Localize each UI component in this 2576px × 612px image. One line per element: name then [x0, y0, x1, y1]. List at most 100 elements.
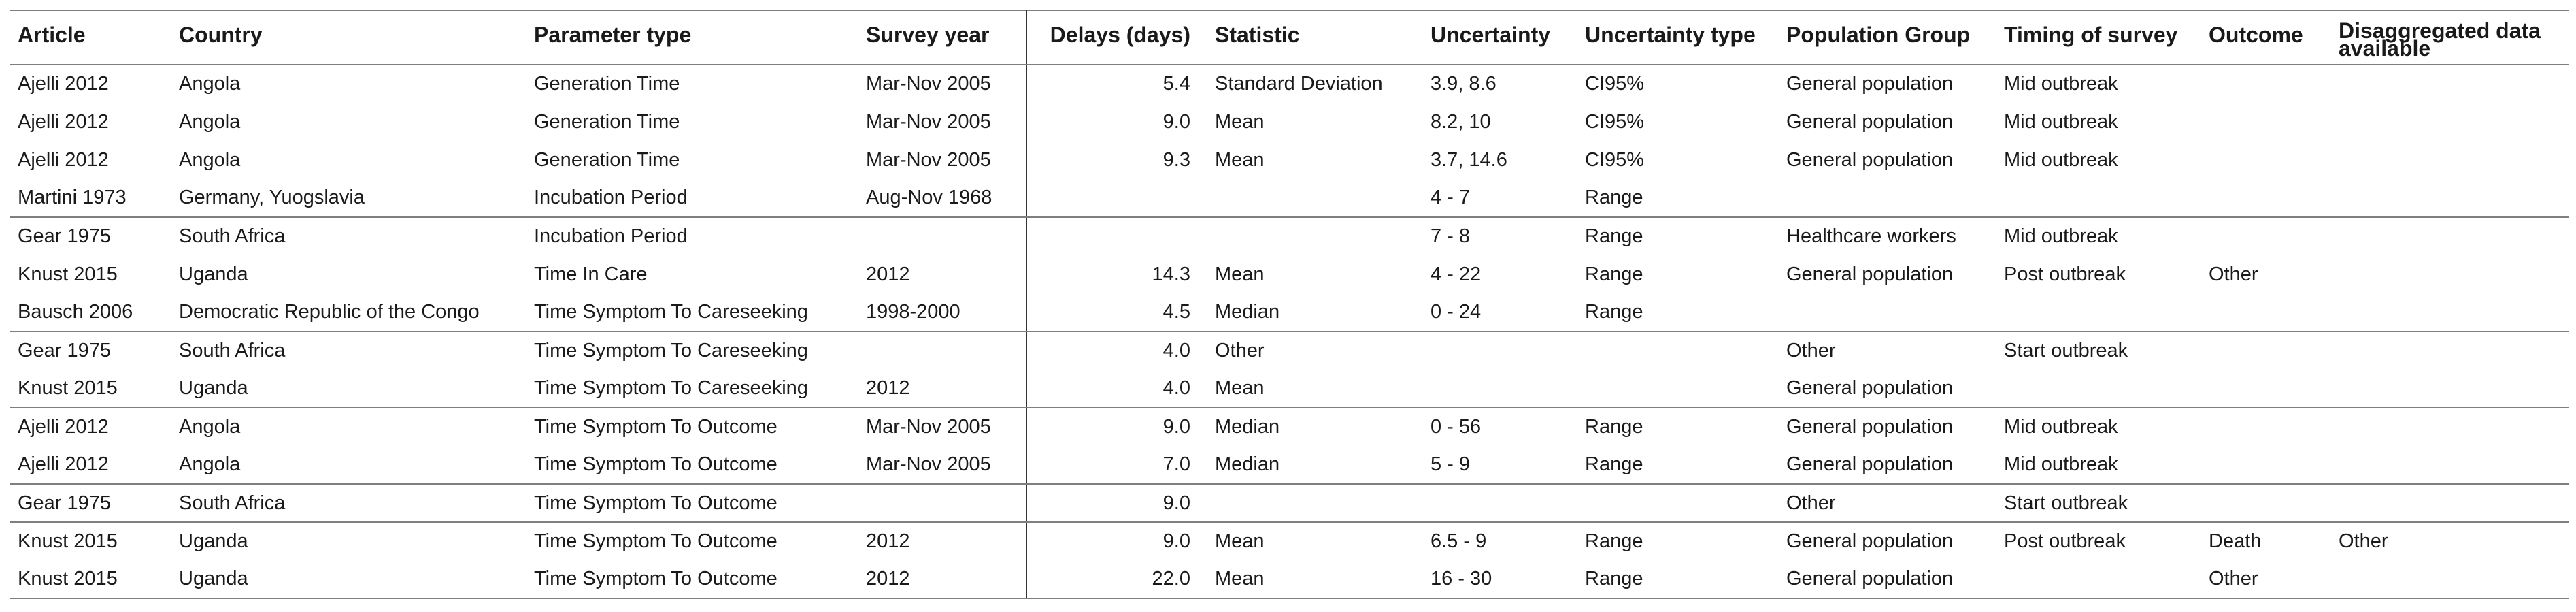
cell-delays: 9.3	[1162, 148, 1190, 171]
cell-statistic: Mean	[1215, 530, 1265, 552]
cell-survey-year	[858, 484, 1027, 523]
cell-article: Knust 2015	[18, 530, 118, 552]
cell-disaggregated-data	[2330, 484, 2569, 523]
cell-survey-year: 2012	[858, 370, 1027, 408]
cell-outcome	[2201, 332, 2330, 370]
cell-country: Angola	[179, 73, 241, 95]
cell-country: South Africa	[171, 484, 526, 523]
cell-statistic: Standard Deviation	[1215, 73, 1383, 95]
cell-population-group: General population	[1778, 446, 1996, 485]
cell-parameter-type: Time Symptom To Careseeking	[526, 370, 858, 408]
cell-statistic: Median	[1215, 416, 1280, 438]
cell-country: Uganda	[179, 263, 248, 285]
cell-country: Angola	[171, 446, 526, 485]
cell-article: Ajelli 2012	[18, 416, 109, 438]
cell-parameter-type: Time Symptom To Careseeking	[534, 340, 808, 361]
col-header-population-group: Population Group	[1778, 10, 1996, 65]
col-header-disaggregated-data: Disaggregated data available	[2330, 10, 2569, 65]
cell-parameter-type: Generation Time	[534, 110, 680, 133]
cell-population-group	[1778, 179, 1996, 218]
cell-parameter-type: Incubation Period	[534, 225, 688, 247]
cell-timing-of-survey: Mid outbreak	[2004, 110, 2118, 133]
cell-population-group: General population	[1786, 110, 1954, 133]
cell-statistic: Mean	[1215, 263, 1265, 285]
cell-article: Ajelli 2012	[18, 110, 109, 133]
cell-article: Knust 2015	[10, 370, 171, 408]
cell-uncertainty	[1422, 484, 1577, 523]
table-row: Ajelli 2012 Angola Generation Time Mar-Nov …	[10, 141, 2569, 179]
cell-parameter-type: Time Symptom To Outcome	[526, 484, 858, 523]
cell-uncertainty-type: Range	[1577, 179, 1778, 218]
cell-timing-of-survey	[1996, 370, 2201, 408]
cell-timing-of-survey: Post outbreak	[2004, 530, 2126, 552]
cell-uncertainty-type: Range	[1585, 225, 1643, 247]
cell-survey-year: 1998-2000	[858, 293, 1027, 332]
cell-population-group: General population	[1786, 73, 1954, 95]
cell-population-group: General population	[1786, 263, 1954, 285]
cell-country: Democratic Republic of the Congo	[171, 293, 526, 332]
cell-country: Angola	[179, 416, 241, 438]
cell-uncertainty: 4 - 7	[1422, 179, 1577, 218]
cell-uncertainty: 3.9, 8.6	[1431, 73, 1496, 95]
cell-population-group: General population	[1778, 560, 1996, 599]
cell-uncertainty	[1422, 370, 1577, 408]
cell-statistic: Mean	[1207, 560, 1422, 599]
col-header-timing-of-survey: Timing of survey	[1996, 10, 2201, 65]
cell-country: Angola	[179, 110, 241, 133]
cell-disaggregated-data	[2330, 65, 2569, 103]
cell-survey-year: Mar-Nov 2005	[858, 408, 1027, 446]
cell-uncertainty-type: Range	[1577, 446, 1778, 485]
cell-outcome	[2201, 179, 2330, 218]
cell-disaggregated-data	[2330, 141, 2569, 179]
cell-parameter-type: Time In Care	[534, 263, 648, 285]
cell-timing-of-survey: Start outbreak	[1996, 484, 2201, 523]
cell-delays: 4.0	[1026, 370, 1207, 408]
table-row: Ajelli 2012 Angola Time Symptom To Outcome…	[10, 446, 2569, 485]
table-row: Ajelli 2012 Angola Time Symptom To Outcome…	[10, 408, 2569, 446]
col-header-outcome: Outcome	[2201, 10, 2330, 65]
col-header-statistic: Statistic	[1207, 10, 1422, 65]
cell-uncertainty-type: Range	[1585, 263, 1643, 285]
col-header-country: Country	[171, 10, 526, 65]
cell-delays: 9.0	[1162, 530, 1190, 552]
cell-uncertainty-type	[1577, 370, 1778, 408]
cell-disaggregated-data: Other	[2339, 530, 2388, 552]
cell-parameter-type: Time Symptom To Outcome	[526, 446, 858, 485]
cell-country: Uganda	[171, 370, 526, 408]
table-row: Gear 1975 South Africa Incubation Period 7 …	[10, 217, 2569, 255]
cell-article: Gear 1975	[18, 340, 112, 361]
cell-parameter-type: Generation Time	[534, 148, 680, 171]
table-row: Knust 2015 Uganda Time Symptom To Careseek…	[10, 370, 2569, 408]
cell-article: Ajelli 2012	[18, 73, 109, 95]
cell-parameter-type: Incubation Period	[526, 179, 858, 218]
cell-timing-of-survey	[1996, 560, 2201, 599]
cell-outcome: Other	[2201, 560, 2330, 599]
cell-delays: 4.0	[1162, 340, 1190, 361]
cell-outcome: Other	[2209, 263, 2258, 285]
cell-survey-year: Mar-Nov 2005	[858, 141, 1027, 179]
cell-delays: 9.0	[1026, 484, 1207, 523]
cell-disaggregated-data	[2330, 293, 2569, 332]
cell-country: Uganda	[171, 560, 526, 599]
table-row: Knust 2015 Uganda Time Symptom To Outcome 2…	[10, 560, 2569, 599]
cell-outcome	[2201, 293, 2330, 332]
table-body: Ajelli 2012 Angola Generation Time Mar-Nov …	[10, 65, 2569, 599]
cell-survey-year: 2012	[858, 560, 1027, 599]
cell-parameter-type: Time Symptom To Careseeking	[526, 293, 858, 332]
cell-article: Ajelli 2012	[18, 148, 109, 171]
cell-article: Ajelli 2012	[10, 446, 171, 485]
cell-uncertainty-type	[1577, 484, 1778, 523]
col-header-delays: Delays (days)	[1026, 10, 1207, 65]
cell-statistic	[1207, 484, 1422, 523]
table-row: Bausch 2006 Democratic Republic of the Co…	[10, 293, 2569, 332]
cell-timing-of-survey: Mid outbreak	[2004, 416, 2118, 438]
cell-article: Knust 2015	[18, 263, 118, 285]
cell-outcome: Death	[2209, 530, 2262, 552]
cell-disaggregated-data	[2330, 217, 2569, 255]
cell-statistic: Median	[1207, 293, 1422, 332]
cell-population-group: Other	[1778, 484, 1996, 523]
cell-statistic: Mean	[1215, 110, 1265, 133]
cell-outcome	[2201, 484, 2330, 523]
cell-timing-of-survey: Post outbreak	[2004, 263, 2126, 285]
cell-delays	[1026, 179, 1207, 218]
